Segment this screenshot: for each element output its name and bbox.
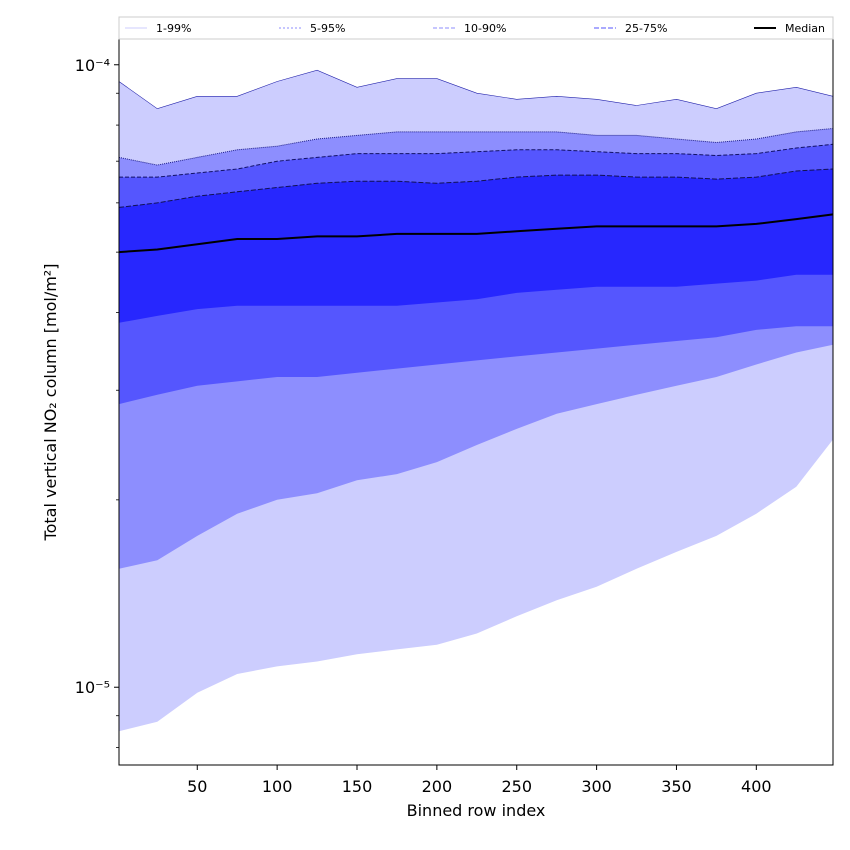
band-upper-line-5-95pct <box>118 128 834 166</box>
legend-label: 1-99% <box>156 22 191 35</box>
legend-label: 10-90% <box>464 22 506 35</box>
legend-label: 25-75% <box>625 22 667 35</box>
band-upper-line-25-75pct <box>118 168 834 208</box>
x-axis-label: Binned row index <box>407 801 546 820</box>
x-tick-label: 150 <box>342 777 373 796</box>
x-axis-ticks: 50 100 150 200 250 300 350 400 <box>187 765 772 796</box>
y-axis-label: Total vertical NO₂ column [mol/m²] <box>41 264 60 542</box>
legend-label: Median <box>785 22 825 35</box>
percentile-bands <box>119 70 833 732</box>
band-upper-line-1-99pct <box>118 69 834 110</box>
legend-label: 5-95% <box>310 22 345 35</box>
band-25-75pct <box>119 169 833 323</box>
percentile-boundary-lines <box>118 69 834 254</box>
y-axis-ticks: 10⁻⁵ 10⁻⁴ <box>75 56 119 748</box>
x-tick-label: 300 <box>581 777 612 796</box>
y-tick-label: 10⁻⁴ <box>75 56 110 75</box>
x-tick-label: 200 <box>422 777 453 796</box>
median-line <box>118 213 834 254</box>
y-tick-label: 10⁻⁵ <box>75 678 110 697</box>
x-tick-label: 50 <box>187 777 207 796</box>
legend: 1-99% 5-95% 10-90% 25-75% Median <box>118 16 834 40</box>
x-tick-label: 250 <box>501 777 532 796</box>
x-tick-label: 400 <box>741 777 772 796</box>
x-tick-label: 100 <box>262 777 293 796</box>
x-tick-label: 350 <box>661 777 692 796</box>
legend-box <box>118 16 834 40</box>
